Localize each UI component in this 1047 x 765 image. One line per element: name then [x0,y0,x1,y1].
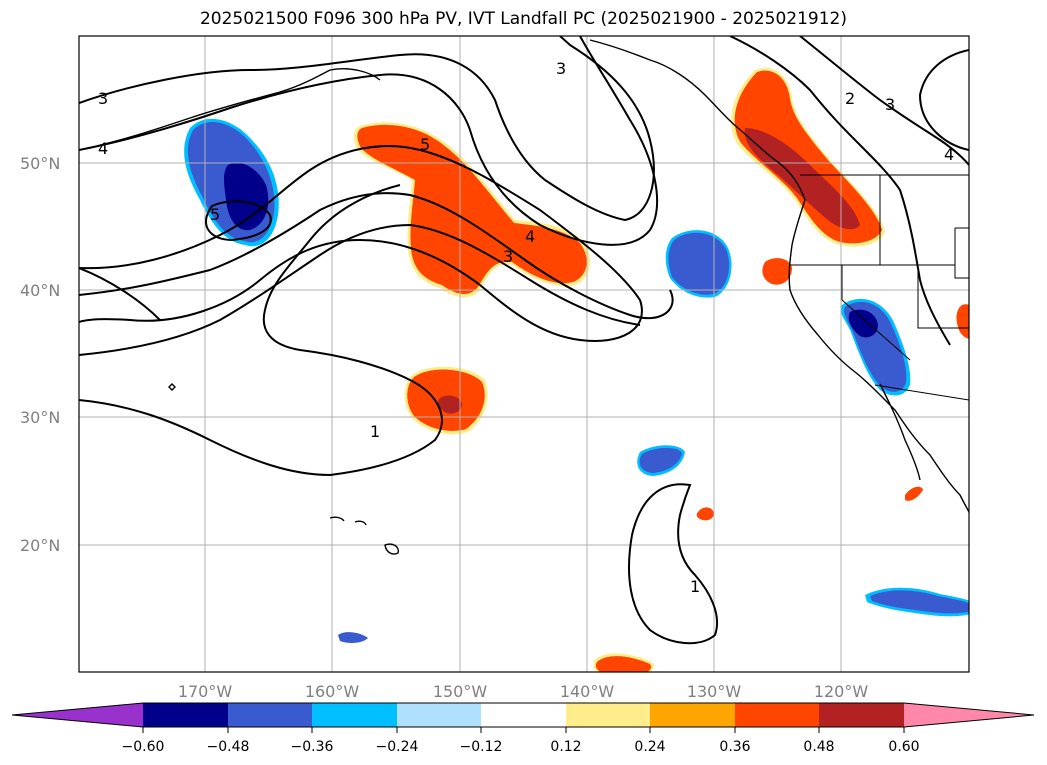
lat-label: 20°N [20,536,60,555]
contour-label: 1 [370,422,380,441]
contour-label: 1 [690,577,700,596]
longitude-labels: 170°W 160°W 150°W 140°W 130°W 120°W [178,682,869,701]
coastlines [99,39,969,555]
lon-label: 150°W [433,682,488,701]
contour-label: 5 [210,205,220,224]
colorbar-tick-label: 0.48 [803,739,834,755]
lon-label: 140°W [560,682,615,701]
colorbar-tick-label: −0.48 [207,739,250,755]
colorbar-segment [397,703,481,727]
contour-label: 4 [525,227,535,246]
colorbar-tick-label: 0.12 [550,739,581,755]
lat-label: 50°N [20,154,60,173]
lat-label: 30°N [20,408,60,427]
political-borders [790,174,969,401]
colorbar-extend-low [12,703,143,727]
latitude-labels: 50°N 40°N 30°N 20°N [20,154,60,555]
colorbar-tick-label: 0.24 [634,739,665,755]
colorbar-extend-high [904,703,1034,727]
colorbar: −0.60 −0.48 −0.36 −0.24 −0.12 0.12 0.24 … [11,702,1035,755]
lon-label: 160°W [305,682,360,701]
gridlines [79,36,969,672]
colorbar-segment [228,703,312,727]
colorbar-tick-label: −0.60 [122,739,165,755]
contour-label: 3 [503,247,513,266]
contour-label: 5 [420,135,430,154]
lon-label: 170°W [178,682,233,701]
contour-label: 4 [98,139,108,158]
map-title: 2025021500 F096 300 hPa PV, IVT Landfall… [199,9,847,29]
colorbar-segment [566,703,650,727]
contour-label: 3 [885,95,895,114]
contour-label-group: 3 4 5 5 4 3 3 2 3 4 1 1 [98,59,954,596]
colorbar-segment [819,703,904,727]
contour-label: 3 [98,89,108,108]
colorbar-segment [481,703,566,727]
pv-contours [79,36,969,645]
colorbar-tick-label: 0.36 [719,739,750,755]
contour-label: 4 [944,145,954,164]
contour-label: 3 [556,59,566,78]
shaded-regions [184,67,969,672]
colorbar-tick-label: −0.12 [460,739,503,755]
colorbar-tick-label: −0.24 [376,739,419,755]
colorbar-segment [312,703,397,727]
lon-label: 130°W [687,682,742,701]
lon-label: 120°W [814,682,869,701]
map-frame [78,35,970,673]
contour-label: 2 [845,89,855,108]
colorbar-segment [650,703,735,727]
colorbar-segment [143,703,228,727]
colorbar-tick-label: −0.36 [291,739,334,755]
colorbar-tick-label: 0.60 [888,739,919,755]
colorbar-segment [735,703,819,727]
lat-label: 40°N [20,281,60,300]
